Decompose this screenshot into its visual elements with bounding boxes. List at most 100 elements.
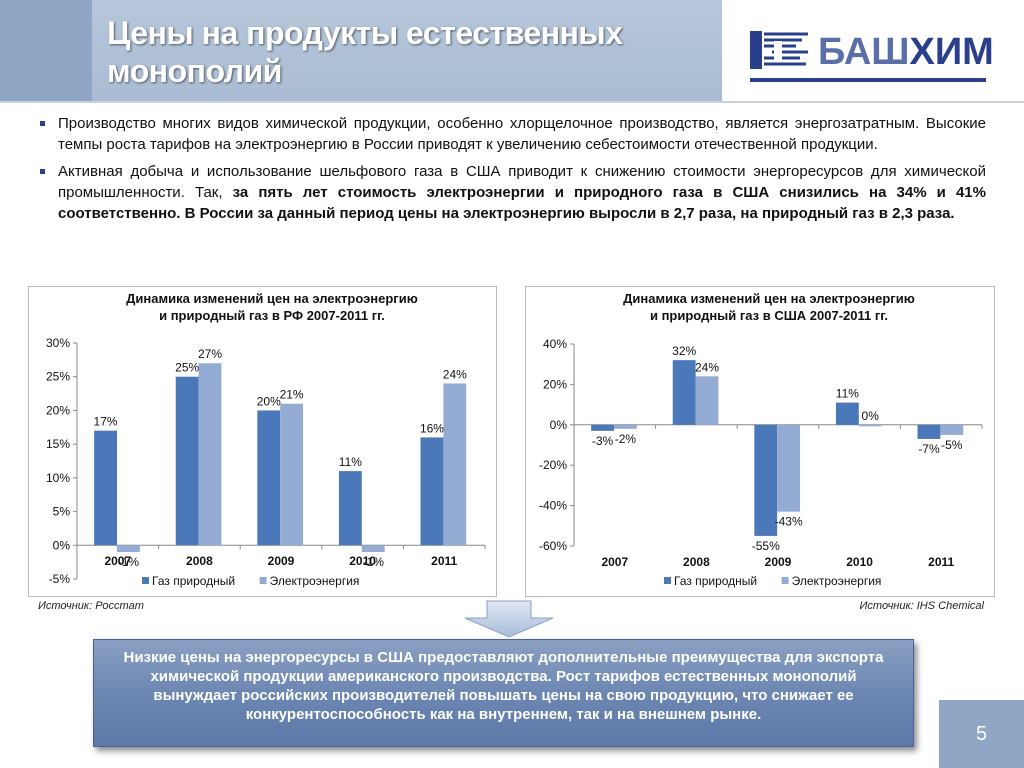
chart-usa: Динамика изменений цен на электроэнергию… [525,286,995,597]
bar [754,424,778,536]
data-label: -55% [752,539,780,553]
data-label: -1% [118,555,140,569]
bar [835,402,859,425]
chart-russia: Динамика изменений цен на электроэнергию… [28,286,497,597]
legend-swatch [142,577,149,584]
y-tick-label: 10% [46,471,70,485]
chart-title: и природный газ в РФ 2007-2011 гг. [159,308,385,323]
legend-label: Газ природный [152,574,235,588]
y-tick-label: -20% [539,458,567,472]
bar [917,424,941,439]
legend-label: Электроэнергия [792,574,882,588]
bar [198,363,222,546]
bar [858,424,882,427]
chart-title: Динамика изменений цен на электроэнергию [126,291,418,306]
data-label: -2% [615,432,637,446]
header-band: Цены на продукты естественных монополий [0,0,722,101]
down-arrow-icon [464,600,554,638]
bar [672,360,696,425]
bullet-item: Производство многих видов химической про… [38,113,986,155]
legend-swatch [259,577,267,584]
data-label: 20% [257,394,281,408]
data-label: -3% [592,434,614,448]
page-number: 5 [939,700,1024,768]
data-label: -5% [941,438,963,452]
x-tick-label: 2011 [431,554,457,568]
bar [613,424,637,429]
logo-underline [750,78,986,82]
data-label: 27% [198,347,222,361]
bar [940,424,964,435]
bar [280,403,304,546]
bar [116,545,140,553]
data-label: 24% [695,360,719,374]
y-tick-label: -60% [539,539,567,553]
bullet-item: Активная добыча и использование шельфово… [38,161,986,224]
data-label: 32% [672,344,696,358]
data-label: -1% [363,555,385,569]
bar [695,376,719,425]
source-right: Источник: IHS Chemical [859,600,984,612]
y-tick-label: 25% [46,370,70,384]
y-tick-label: 30% [46,336,70,350]
bashkhim-logo-icon [750,31,808,69]
chart-title: Динамика изменений цен на электроэнергию [623,291,915,306]
data-label: 11% [339,455,362,469]
data-label: 17% [94,415,118,429]
x-tick-label: 2007 [601,555,628,569]
bullet-marker-icon [40,121,45,126]
data-label: -43% [775,515,803,529]
logo-text-part1: БАШ [818,31,910,73]
data-label: 16% [420,421,444,435]
legend-label: Электроэнергия [270,574,360,588]
chart-russia-svg: Динамика изменений цен на электроэнергию… [46,291,486,588]
y-tick-label: 0% [53,538,71,552]
data-label: -7% [918,442,940,456]
bar [257,410,281,546]
company-logo-text: БАШХИМ [818,32,994,72]
x-tick-label: 2010 [846,555,873,569]
y-tick-label: 40% [543,337,567,351]
bar [777,424,801,512]
y-tick-label: -40% [539,499,567,513]
bar [591,424,614,431]
y-tick-label: 15% [46,437,70,451]
bullet-text-bold: за пять лет стоимость электроэнергии и п… [58,184,986,222]
x-tick-label: 2007 [104,554,131,568]
y-tick-label: 5% [53,505,71,519]
logo-text-part2: ХИМ [909,31,994,73]
y-tick-label: 0% [550,418,568,432]
x-tick-label: 2009 [765,555,792,569]
chart-usa-svg: Динамика изменений цен на электроэнергию… [539,291,983,588]
x-tick-label: 2008 [683,555,710,569]
legend-swatch [664,577,671,584]
header-divider [0,101,1024,103]
bullet-marker-icon [40,169,45,174]
bullet-text: Производство многих видов химической про… [58,115,986,153]
bar [361,545,385,553]
bar [420,437,444,546]
x-tick-label: 2008 [186,554,213,568]
bar [338,471,362,546]
header-accent [0,0,92,101]
slide-title: Цены на продукты естественных монополий [107,15,623,89]
bullet-text: Активная добыча и использование шельфово… [58,163,986,201]
x-tick-label: 2010 [349,554,376,568]
x-tick-label: 2009 [268,554,295,568]
bar [443,383,467,546]
conclusion-box: Низкие цены на энергоресурсы в США предо… [93,639,914,747]
chart-title: и природный газ в США 2007-2011 гг. [650,308,888,323]
legend-label: Газ природный [674,574,757,588]
data-label: 0% [862,409,880,423]
data-label: 24% [443,367,467,381]
bar [94,430,117,546]
bullet-list: Производство многих видов химической про… [38,113,986,230]
y-tick-label: 20% [543,377,567,391]
legend-swatch [781,577,789,584]
conclusion-text: Низкие цены на энергоресурсы в США предо… [123,649,884,723]
bar [175,376,199,546]
data-label: 21% [280,388,304,402]
y-tick-label: 20% [46,403,70,417]
x-tick-label: 2011 [928,555,954,569]
data-label: 11% [836,387,859,401]
